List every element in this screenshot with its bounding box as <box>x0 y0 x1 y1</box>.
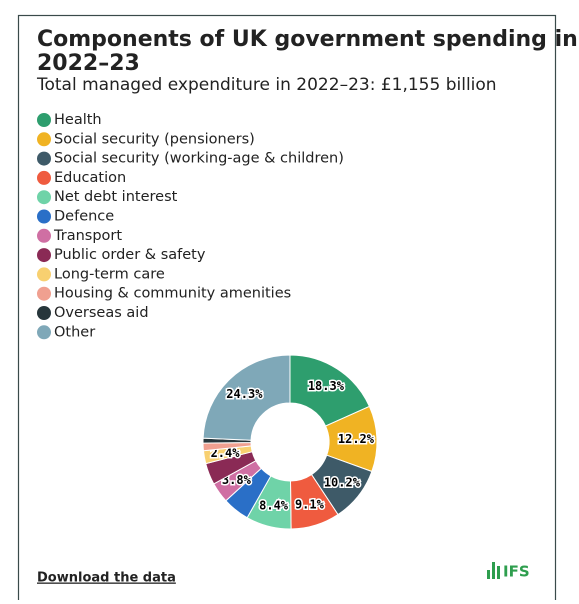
data-label: 8.4% <box>259 498 289 512</box>
legend-swatch <box>37 132 51 147</box>
logo-bar <box>487 570 490 579</box>
legend-swatch <box>37 190 51 205</box>
download-link[interactable]: Download the data <box>37 571 176 586</box>
legend-label: Net debt interest <box>54 189 178 205</box>
legend-label: Social security (pensioners) <box>54 131 255 147</box>
data-label: 18.3% <box>308 379 345 393</box>
data-label: 12.2% <box>338 432 375 446</box>
legend-label: Other <box>54 324 95 340</box>
legend-label: Public order & safety <box>54 247 206 263</box>
legend-swatch <box>37 113 51 127</box>
legend-swatch <box>37 306 51 320</box>
logo-bar <box>492 562 495 579</box>
legend-label: Long-term care <box>54 266 165 282</box>
legend-swatch <box>37 209 51 224</box>
legend-label: Education <box>54 170 126 186</box>
data-label: 9.1% <box>295 498 325 512</box>
legend-swatch <box>37 267 51 282</box>
legend-swatch <box>37 228 51 243</box>
logo-text: IFS <box>503 563 530 581</box>
legend-label: Overseas aid <box>54 305 149 321</box>
legend-label: Housing & community amenities <box>54 286 291 302</box>
legend-swatch <box>37 151 51 166</box>
chart-title: Components of UK government spending in 2… <box>37 27 578 76</box>
legend-label: Transport <box>53 228 122 244</box>
chart-subtitle: Total managed expenditure in 2022–23: £1… <box>36 75 497 95</box>
legend-swatch <box>37 286 51 301</box>
donut-segment <box>202 354 291 441</box>
data-label: 10.2% <box>324 475 361 489</box>
legend-swatch <box>37 325 51 340</box>
logo-bar <box>497 566 500 579</box>
data-label: 24.3% <box>226 387 263 401</box>
data-label: 3.8% <box>222 473 252 487</box>
logo: IFS <box>487 562 530 581</box>
legend-swatch <box>37 248 51 263</box>
legend-label: Health <box>54 112 102 128</box>
legend-label: Social security (working-age & children) <box>54 151 344 167</box>
legend-label: Defence <box>54 209 114 225</box>
legend-swatch <box>37 170 51 185</box>
